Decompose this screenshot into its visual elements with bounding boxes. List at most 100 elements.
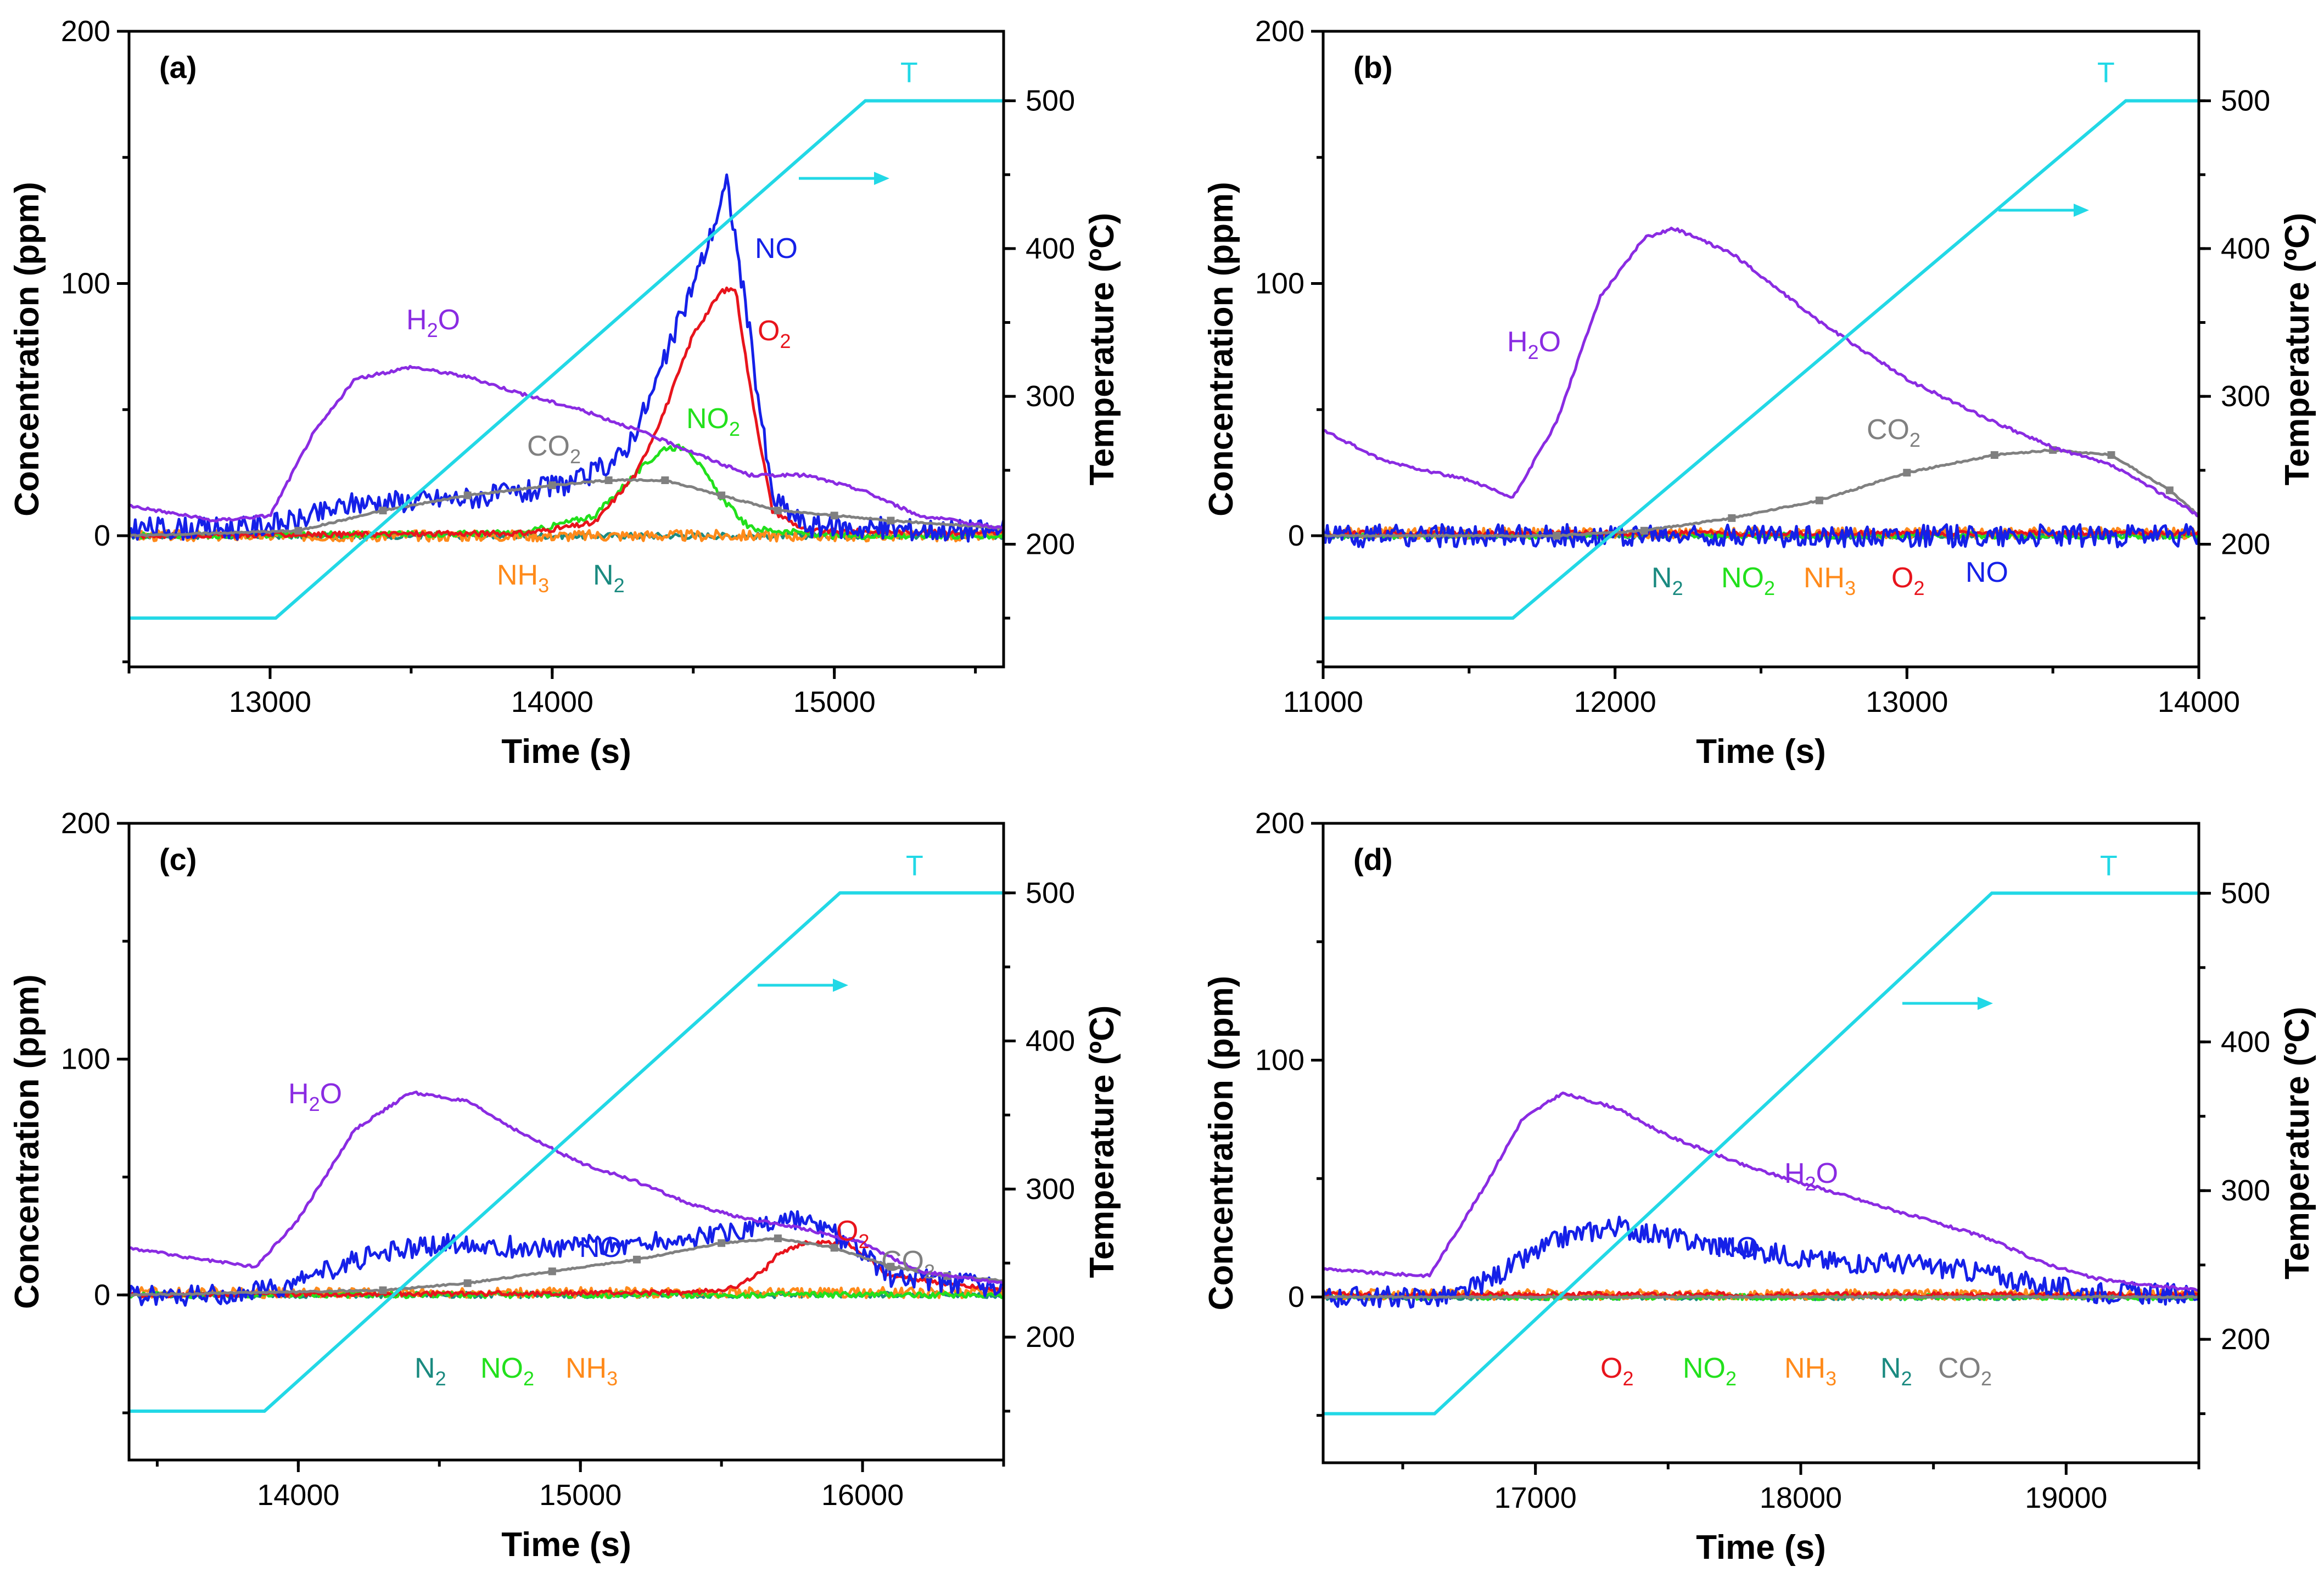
label-main-text: NO [480, 1352, 523, 1384]
series-co2-marker [887, 516, 895, 525]
label-main-text: NH [565, 1352, 607, 1384]
y2-tick-label: 300 [2221, 380, 2270, 413]
label-h2o: H2O [288, 1078, 342, 1115]
label-no2: NO2 [1683, 1352, 1737, 1390]
label-subscript: 2 [780, 330, 791, 352]
label-co2: CO2 [881, 1245, 935, 1283]
y-tick-label: 0 [1288, 1281, 1304, 1313]
label-main-text: NH [1784, 1352, 1825, 1384]
plot-frame [127, 30, 1005, 669]
label-t: T [900, 57, 918, 89]
series-co2-marker [548, 481, 556, 490]
label-rest-text: O [438, 304, 460, 336]
label-main-text: H [1507, 326, 1528, 358]
y2-axis-label: Temperature (ºC) [2278, 1007, 2316, 1279]
label-subscript: 2 [523, 1367, 534, 1390]
panel-tag: (c) [159, 842, 197, 877]
series-o2-line [129, 287, 1004, 540]
y-axis-label: Concentration (ppm) [1202, 182, 1240, 516]
label-main-text: NO [1683, 1352, 1726, 1384]
y-tick-label: 0 [94, 519, 110, 552]
series-co2-marker [632, 1255, 641, 1264]
label-main-text: CO [1867, 414, 1909, 446]
label-subscript: 2 [1909, 429, 1920, 451]
label-main-text: O [836, 1215, 858, 1247]
label-subscript: 2 [1622, 1367, 1633, 1390]
y2-axis-label: Temperature (ºC) [1083, 213, 1121, 486]
y-tick-label: 100 [1255, 267, 1304, 300]
label-main-text: NO [1965, 557, 2008, 588]
label-main-text: NO [579, 1232, 622, 1264]
panel-tag: (d) [1353, 842, 1393, 877]
y2-tick-label: 400 [1026, 1025, 1075, 1058]
label-main-text: NH [1804, 562, 1845, 594]
label-main-text: NO [755, 233, 798, 265]
series-h2o-line [1323, 1091, 2199, 1292]
series-co2-line [1323, 448, 2199, 538]
label-main-text: H [406, 304, 427, 336]
x-axis-label: Time (s) [501, 1526, 631, 1564]
series-co2-marker [774, 507, 782, 515]
y2-axis-label: Temperature (ºC) [2278, 213, 2316, 486]
label-nh3: NH3 [497, 559, 549, 597]
series-no-line [1323, 1215, 2199, 1309]
x-tick-label: 14000 [257, 1479, 339, 1512]
y2-axis-label: Temperature (ºC) [1083, 1006, 1121, 1278]
plot-frame [1321, 822, 2200, 1464]
label-rest-text: O [320, 1078, 342, 1110]
label-n2: N2 [1880, 1352, 1912, 1390]
y-tick-label: 200 [1255, 15, 1304, 48]
temperature-line [1323, 99, 2199, 620]
y2-tick-label: 500 [2221, 85, 2270, 117]
temperature-line [129, 99, 1004, 620]
label-main-text: T [2100, 850, 2118, 882]
label-subscript: 2 [1981, 1367, 1992, 1390]
y-axis-label: Concentration (ppm) [8, 182, 46, 516]
series-co2-marker [1553, 532, 1561, 540]
y-axis-label: Concentration (ppm) [8, 974, 46, 1309]
label-o2: O2 [758, 315, 791, 352]
y-tick-label: 200 [61, 15, 110, 48]
label-n2: N2 [1651, 562, 1683, 599]
label-subscript: 3 [607, 1367, 618, 1390]
x-tick-label: 18000 [1760, 1481, 1842, 1514]
label-main-text: H [1784, 1158, 1805, 1189]
x-tick-label: 19000 [2025, 1481, 2107, 1514]
series-co2-marker [1990, 451, 1998, 459]
y-tick-label: 100 [61, 267, 110, 300]
temperature-arrow-head [2074, 204, 2089, 217]
label-t: T [2100, 850, 2118, 882]
label-main-text: O [758, 315, 780, 347]
label-main-text: T [2097, 57, 2115, 89]
label-n2: N2 [593, 559, 625, 597]
x-tick-label: 15000 [539, 1479, 621, 1512]
label-no2: NO2 [1721, 562, 1775, 599]
y2-tick-label: 500 [1026, 877, 1075, 909]
series-co2-marker [718, 1239, 726, 1247]
label-co2: CO2 [1938, 1352, 1992, 1390]
x-tick-label: 13000 [229, 686, 311, 718]
y-tick-label: 0 [94, 1278, 110, 1311]
series-co2-marker [294, 526, 303, 535]
label-main-text: O [1891, 562, 1913, 594]
label-subscript: 3 [1845, 577, 1856, 599]
temperature-line [1323, 891, 2199, 1416]
label-o2: O2 [836, 1215, 869, 1253]
label-t: T [2097, 57, 2115, 89]
series-co2-marker [661, 476, 669, 484]
label-main-text: NH [497, 559, 538, 591]
series-no-line [1323, 523, 2199, 549]
label-main-text: O [1600, 1352, 1622, 1384]
label-subscript: 2 [435, 1367, 446, 1390]
label-nh3: NH3 [1804, 562, 1856, 599]
label-main-text: CO [881, 1245, 924, 1277]
label-subscript: 2 [1901, 1367, 1912, 1390]
series-co2-marker [379, 507, 387, 515]
label-no2: NO2 [686, 403, 740, 440]
label-subscript: 2 [614, 574, 625, 597]
temperature-line [129, 891, 1004, 1413]
label-subscript: 2 [1672, 577, 1683, 599]
label-no: NO [1716, 1232, 1759, 1264]
label-subscript: 3 [538, 574, 549, 597]
